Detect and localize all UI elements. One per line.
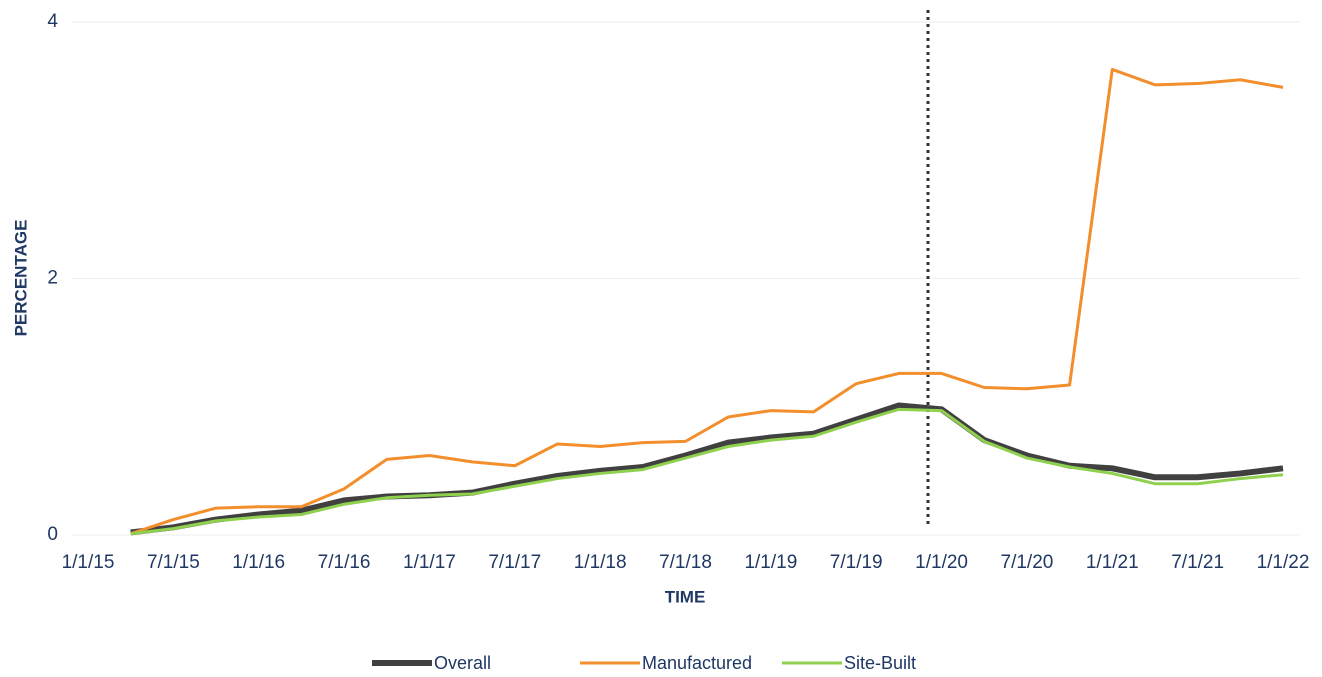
x-tick-label: 1/1/22: [1257, 552, 1310, 573]
x-tick-label: 1/1/19: [744, 552, 797, 573]
y-axis-title: PERCENTAGE: [11, 220, 30, 337]
legend-label: Site-Built: [844, 653, 916, 673]
x-tick-label: 7/1/20: [1001, 552, 1054, 573]
x-tick-label: 1/1/20: [915, 552, 968, 573]
x-tick-label: 1/1/15: [62, 552, 115, 573]
legend-label: Manufactured: [642, 653, 752, 673]
x-tick-label: 7/1/19: [830, 552, 883, 573]
y-tick-label: 2: [47, 268, 58, 289]
x-tick-label: 7/1/18: [659, 552, 712, 573]
x-tick-label: 1/1/18: [574, 552, 627, 573]
line-series: [130, 67, 1284, 536]
line-series: [130, 402, 1284, 536]
x-tick-label: 7/1/21: [1171, 552, 1224, 573]
x-tick-label: 7/1/15: [147, 552, 200, 573]
x-tick-label: 7/1/17: [488, 552, 541, 573]
x-tick-label: 1/1/21: [1086, 552, 1139, 573]
y-tick-label: 0: [47, 524, 58, 545]
x-tick-label: 1/1/16: [232, 552, 285, 573]
x-tick-label: 7/1/16: [318, 552, 371, 573]
x-tick-label: 1/1/17: [403, 552, 456, 573]
legend-label: Overall: [434, 653, 491, 673]
y-tick-label: 4: [47, 11, 58, 32]
line-series: [130, 407, 1284, 536]
x-axis-title: TIME: [665, 587, 706, 606]
